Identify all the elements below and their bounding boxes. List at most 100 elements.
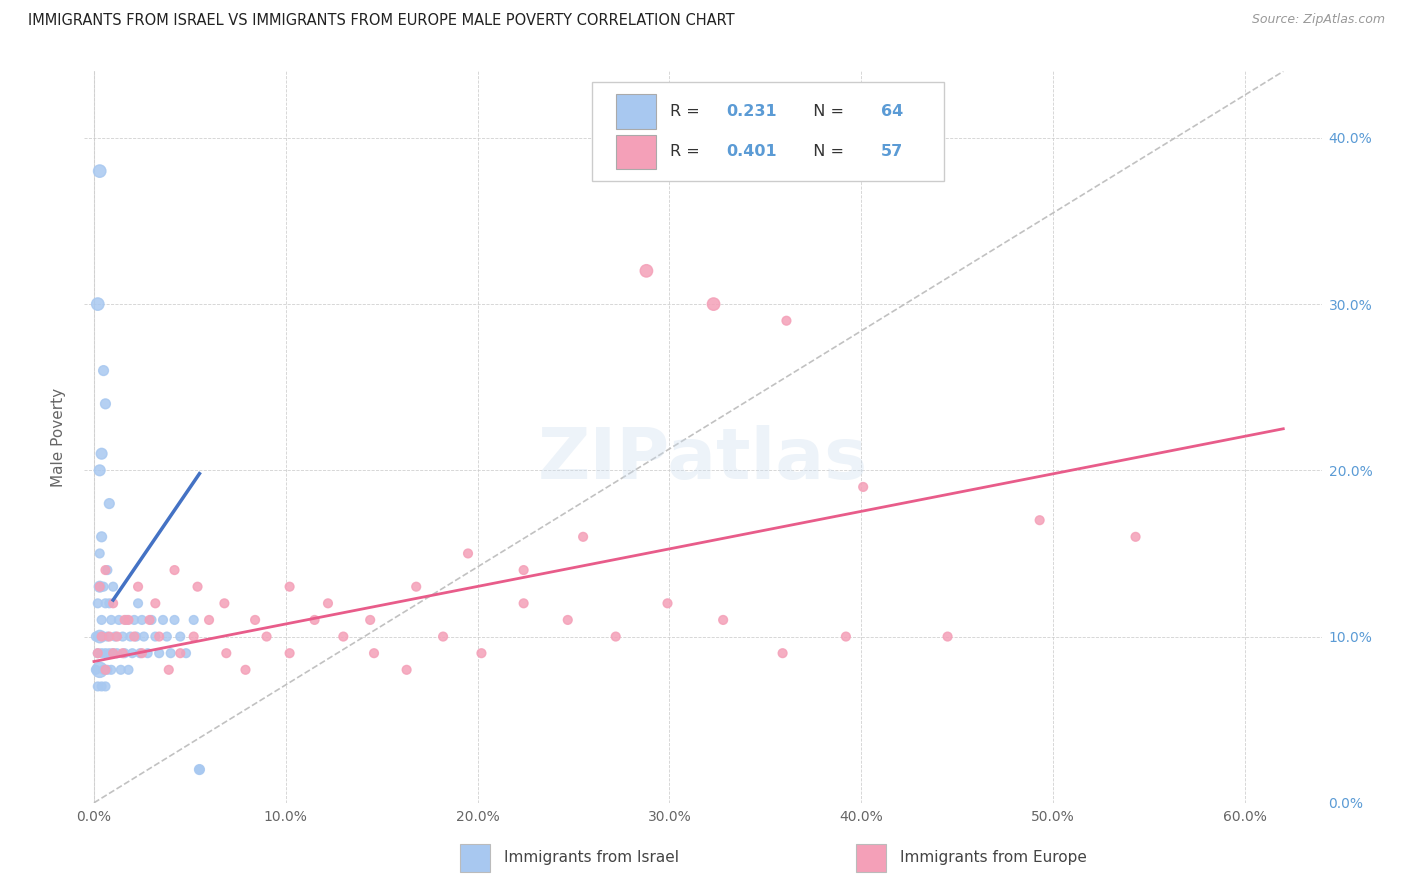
- Text: N =: N =: [803, 145, 849, 160]
- Point: [163, 613, 186, 627]
- Point: [93, 630, 115, 644]
- Point: [94, 680, 117, 694]
- Point: [174, 646, 197, 660]
- Text: 0.401: 0.401: [727, 145, 778, 160]
- Point: [87, 297, 110, 311]
- Point: [1125, 530, 1147, 544]
- Point: [94, 563, 117, 577]
- Point: [101, 596, 124, 610]
- Point: [163, 563, 186, 577]
- Point: [90, 613, 112, 627]
- Point: [105, 630, 128, 644]
- Point: [90, 630, 112, 644]
- Point: [105, 646, 128, 660]
- Point: [121, 646, 143, 660]
- Point: [93, 580, 115, 594]
- Text: N =: N =: [803, 104, 849, 120]
- Point: [215, 646, 238, 660]
- Point: [183, 630, 205, 644]
- Point: [936, 630, 959, 644]
- Point: [235, 663, 257, 677]
- Point: [512, 596, 534, 610]
- Point: [93, 363, 115, 377]
- Point: [852, 480, 875, 494]
- Point: [90, 530, 112, 544]
- Point: [111, 630, 134, 644]
- Point: [100, 663, 122, 677]
- Point: [772, 646, 794, 660]
- Point: [470, 646, 492, 660]
- Point: [101, 646, 124, 660]
- Point: [132, 630, 155, 644]
- Text: Source: ZipAtlas.com: Source: ZipAtlas.com: [1251, 13, 1385, 27]
- Point: [90, 680, 112, 694]
- Point: [143, 630, 166, 644]
- FancyBboxPatch shape: [616, 135, 657, 169]
- Point: [127, 580, 149, 594]
- FancyBboxPatch shape: [856, 845, 886, 871]
- Point: [359, 613, 381, 627]
- Point: [89, 580, 111, 594]
- Point: [89, 463, 111, 477]
- Point: [136, 646, 159, 660]
- Point: [143, 596, 166, 610]
- Point: [117, 613, 139, 627]
- Point: [152, 613, 174, 627]
- Point: [188, 763, 211, 777]
- Point: [657, 596, 679, 610]
- Point: [141, 613, 163, 627]
- FancyBboxPatch shape: [592, 82, 945, 181]
- Point: [108, 613, 131, 627]
- Point: [186, 580, 208, 594]
- Point: [304, 613, 326, 627]
- Point: [363, 646, 385, 660]
- Text: IMMIGRANTS FROM ISRAEL VS IMMIGRANTS FROM EUROPE MALE POVERTY CORRELATION CHART: IMMIGRANTS FROM ISRAEL VS IMMIGRANTS FRO…: [28, 13, 735, 29]
- Point: [90, 646, 112, 660]
- Point: [115, 613, 138, 627]
- Text: 0.231: 0.231: [727, 104, 778, 120]
- Point: [94, 646, 117, 660]
- Point: [278, 580, 301, 594]
- Point: [84, 630, 107, 644]
- Text: Immigrants from Israel: Immigrants from Israel: [503, 850, 679, 865]
- Point: [316, 596, 339, 610]
- Point: [94, 397, 117, 411]
- Point: [557, 613, 579, 627]
- Point: [169, 646, 191, 660]
- Point: [87, 646, 110, 660]
- Point: [636, 264, 658, 278]
- Point: [101, 646, 124, 660]
- Point: [156, 630, 179, 644]
- Text: 64: 64: [882, 104, 904, 120]
- Point: [84, 663, 107, 677]
- Point: [98, 596, 121, 610]
- Text: 57: 57: [882, 145, 904, 160]
- Point: [96, 563, 118, 577]
- Point: [188, 763, 211, 777]
- Point: [93, 663, 115, 677]
- FancyBboxPatch shape: [616, 95, 657, 128]
- Point: [278, 646, 301, 660]
- Point: [332, 630, 354, 644]
- Point: [432, 630, 454, 644]
- Point: [89, 580, 111, 594]
- Point: [775, 314, 797, 328]
- Point: [100, 613, 122, 627]
- Point: [98, 646, 121, 660]
- Point: [114, 646, 136, 660]
- Y-axis label: Male Poverty: Male Poverty: [51, 387, 66, 487]
- Point: [131, 646, 153, 660]
- Point: [148, 630, 170, 644]
- Point: [572, 530, 595, 544]
- Point: [711, 613, 734, 627]
- Point: [89, 630, 111, 644]
- Point: [104, 630, 127, 644]
- Point: [605, 630, 627, 644]
- Point: [110, 663, 132, 677]
- Point: [89, 164, 111, 178]
- Point: [89, 546, 111, 560]
- Point: [256, 630, 278, 644]
- Point: [94, 596, 117, 610]
- Point: [131, 613, 153, 627]
- Point: [1028, 513, 1050, 527]
